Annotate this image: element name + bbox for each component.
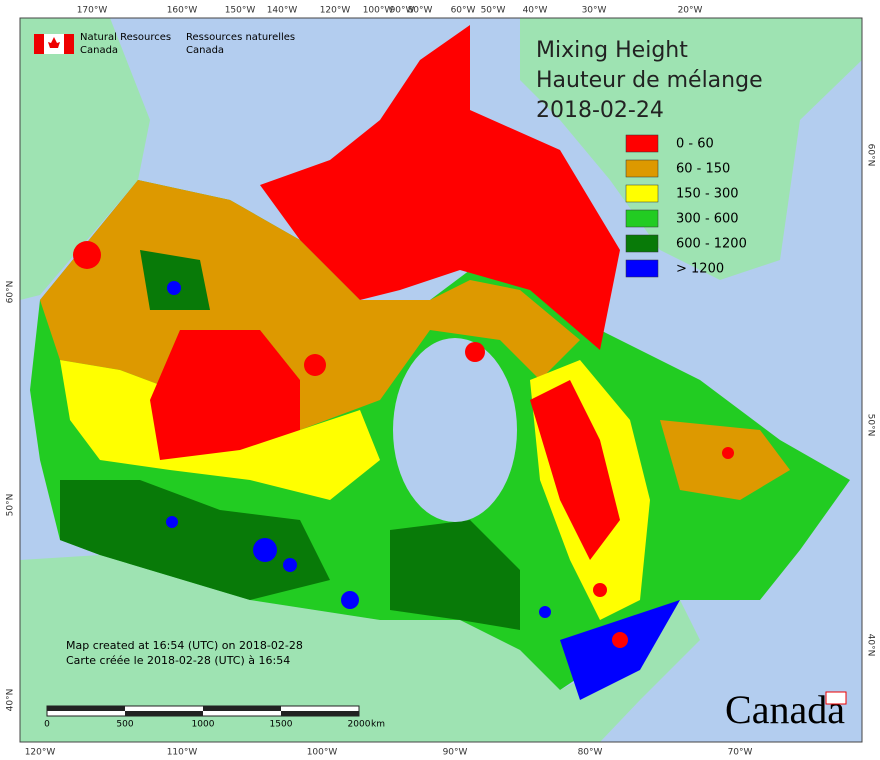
graticule-label: 100°W (363, 6, 394, 16)
greenland (520, 18, 862, 280)
spot (73, 241, 101, 269)
graticule-label: 140°W (267, 6, 298, 16)
graticule-label: 90°W (443, 748, 468, 758)
graticule-label: 160°W (167, 6, 198, 16)
arctic-islands (260, 25, 620, 350)
legend-swatch (625, 134, 659, 153)
scale-segment (281, 711, 359, 716)
org-fr: Canada (186, 45, 224, 56)
zone-orange-labrador (660, 420, 790, 500)
graticule-label: 150°W (225, 6, 256, 16)
legend-swatch (625, 159, 659, 178)
flag-bar (34, 34, 44, 54)
flag-bar (64, 34, 74, 54)
graticule-label: 60°N (6, 281, 16, 304)
title: 2018-02-24 (536, 98, 664, 123)
map-frame (19, 17, 863, 743)
credit: Carte créée le 2018-02-28 (UTC) à 16:54 (66, 654, 290, 667)
graticule-label: 30°W (582, 6, 607, 16)
scale-label: 0 (44, 720, 50, 730)
legend-swatch (625, 184, 659, 203)
graticule-label: 50°N (6, 494, 16, 517)
scale-label: 500 (116, 720, 133, 730)
zone-darkgreen-prairies (60, 480, 330, 600)
zone-red-west (150, 330, 300, 460)
graticule-label: 90°W (390, 6, 415, 16)
united-states (20, 555, 700, 742)
legend-label: 150 - 300 (676, 187, 739, 202)
spot (593, 583, 607, 597)
graticule-label: 70°W (728, 748, 753, 758)
legend-swatch (625, 259, 659, 278)
zone-red-quebec (530, 380, 620, 560)
spot (722, 447, 734, 459)
spot (612, 632, 628, 648)
legend-label: 600 - 1200 (676, 237, 747, 252)
legend-label: 0 - 60 (676, 137, 714, 152)
graticule-label: 50°W (481, 6, 506, 16)
legend-swatch (625, 234, 659, 253)
spot (283, 558, 297, 572)
graticule-label: 50°N (866, 414, 876, 437)
scale-label: 1500 (270, 720, 293, 730)
spot (166, 516, 178, 528)
graticule-label: 170°W (77, 6, 108, 16)
hudson-bay (393, 338, 517, 522)
graticule-label: 40°N (6, 689, 16, 712)
flag-leaf (48, 37, 60, 48)
zone-darkgreen-north (140, 250, 210, 310)
spot (341, 591, 359, 609)
wordmark: Canada (725, 687, 845, 732)
graticule-label: 120°W (320, 6, 351, 16)
graticule-label: 40°W (523, 6, 548, 16)
org-en: Natural Resources (80, 32, 171, 43)
legend-label: > 1200 (676, 262, 724, 277)
graticule-label: 120°W (25, 748, 56, 758)
scale-label: 1000 (192, 720, 215, 730)
graticule-label: 20°W (678, 6, 703, 16)
graticule-label: 40°N (866, 634, 876, 657)
alaska (20, 18, 150, 300)
spot (465, 342, 485, 362)
scale-label: 2000 (348, 720, 371, 730)
graticule-label: 60°W (451, 6, 476, 16)
graticule-label: 60°N (866, 144, 876, 167)
graticule-label: 80°W (578, 748, 603, 758)
scale-segment (203, 706, 281, 711)
zone-darkgreen-ontario (390, 520, 520, 630)
credit: Map created at 16:54 (UTC) on 2018-02-28 (66, 639, 303, 652)
scale-unit: km (371, 720, 385, 730)
scale-segment (47, 706, 125, 711)
org-fr: Ressources naturelles (186, 32, 295, 43)
legend-swatch (625, 209, 659, 228)
spot (167, 281, 181, 295)
graticule-label: 100°W (307, 748, 338, 758)
graticule-label: 80°W (408, 6, 433, 16)
zone-blue-south (560, 600, 680, 700)
legend-label: 300 - 600 (676, 212, 739, 227)
legend-label: 60 - 150 (676, 162, 730, 177)
spot (253, 538, 277, 562)
org-en: Canada (80, 45, 118, 56)
scale-segment (125, 711, 203, 716)
blue-spots (166, 281, 551, 618)
title: Hauteur de mélange (536, 68, 763, 93)
spot (304, 354, 326, 376)
title: Mixing Height (536, 38, 688, 63)
graticule-label: 110°W (167, 748, 198, 758)
wordmark-flag (825, 691, 847, 705)
spot (539, 606, 551, 618)
red-spots (73, 241, 734, 648)
